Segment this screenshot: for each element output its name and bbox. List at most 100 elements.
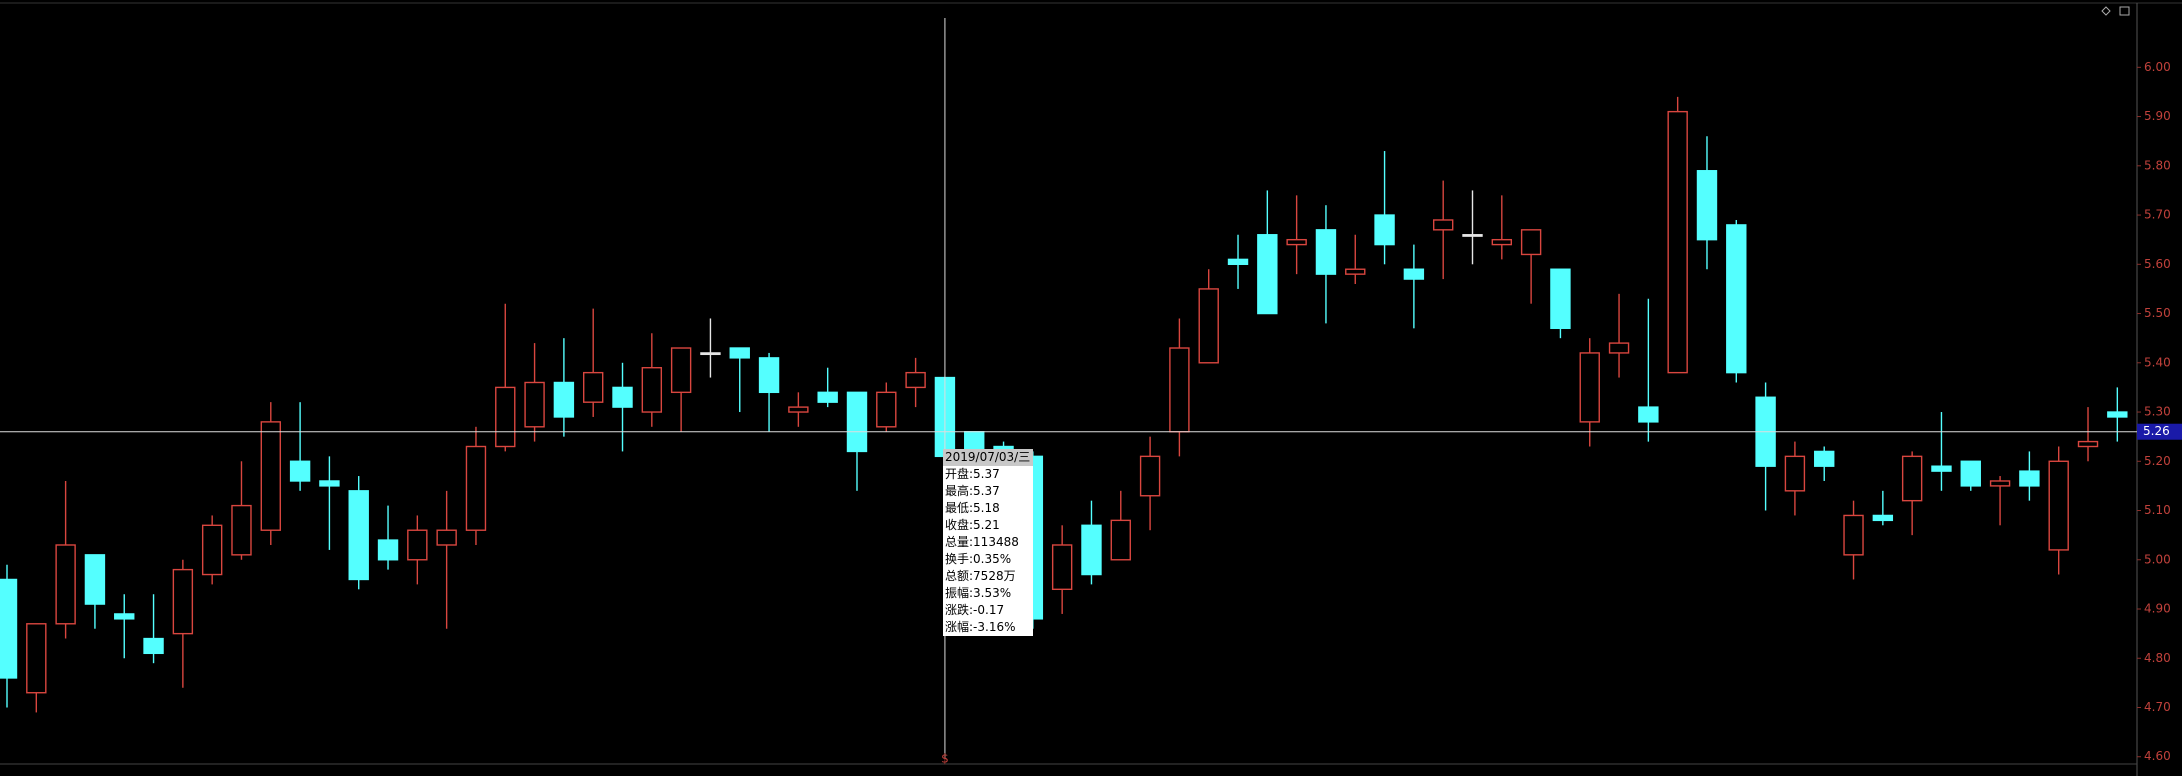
- candle-body: [758, 357, 780, 394]
- y-tick-label: 6.00: [2144, 60, 2171, 74]
- candle-body: [524, 381, 545, 428]
- candle-body: [1462, 234, 1483, 237]
- candle-body: [172, 568, 194, 635]
- tooltip-row: 涨跌:-0.17: [945, 603, 1005, 617]
- candle-body: [319, 480, 340, 487]
- candle-body: [1432, 219, 1454, 231]
- candle-body: [1814, 450, 1835, 467]
- candle-body: [1667, 110, 1688, 374]
- candle-body: [436, 529, 457, 546]
- crosshair-marker: $: [941, 752, 949, 766]
- candle-body: [1989, 480, 2011, 487]
- candle-body: [1286, 238, 1307, 246]
- candle-body: [26, 623, 47, 694]
- crosshair-label: 5.26: [2143, 424, 2170, 438]
- y-tick-label: 4.90: [2144, 602, 2171, 616]
- candle-body: [1608, 342, 1630, 354]
- candle-body: [348, 490, 369, 581]
- candle-body: [612, 386, 633, 408]
- candle-body: [407, 529, 428, 561]
- candle-body: [846, 391, 868, 453]
- candle-body: [1579, 352, 1600, 423]
- candle-body: [231, 504, 252, 556]
- candle-body: [201, 524, 223, 576]
- candle-body: [465, 445, 487, 531]
- candle-body: [1520, 229, 1542, 256]
- candle-body: [1931, 465, 1952, 472]
- y-tick-label: 5.30: [2144, 405, 2171, 419]
- candle-body: [1110, 519, 1131, 561]
- y-tick-label: 5.20: [2144, 454, 2171, 468]
- candle-body: [583, 371, 604, 403]
- candle-body: [289, 460, 311, 482]
- y-tick-label: 5.50: [2144, 306, 2171, 320]
- candle-body: [700, 352, 721, 356]
- candle-body: [817, 391, 838, 403]
- tooltip-row: 涨幅:-3.16%: [945, 620, 1016, 634]
- candle-body: [377, 539, 399, 561]
- candle-body: [1901, 455, 1923, 502]
- candle-body: [1374, 214, 1395, 246]
- candle-body: [2077, 440, 2099, 448]
- candle-body: [1081, 524, 1102, 576]
- candle-body: [1872, 514, 1894, 522]
- y-tick-label: 5.70: [2144, 208, 2171, 222]
- candle-body: [1257, 234, 1278, 315]
- y-tick-label: 4.70: [2144, 700, 2171, 714]
- candle-body: [876, 391, 897, 428]
- candle-body: [1491, 238, 1513, 246]
- candle-body: [553, 381, 575, 418]
- candle-body: [55, 544, 76, 625]
- candle-body: [143, 637, 164, 655]
- diamond-icon[interactable]: [2101, 6, 2111, 16]
- candle-body: [2048, 460, 2069, 551]
- crosshair-label-bg: [2137, 423, 2182, 440]
- y-tick-label: 4.60: [2144, 749, 2171, 763]
- candle-body: [1051, 544, 1073, 591]
- candle-body: [1315, 229, 1337, 275]
- tooltip-row: 开盘:5.37: [945, 467, 1000, 481]
- candle-body: [905, 371, 926, 389]
- candle-body: [1638, 406, 1659, 423]
- tooltip-row: 最高:5.37: [945, 484, 1000, 498]
- candle-body: [670, 347, 692, 394]
- tooltip-row: 收盘:5.21: [945, 518, 1000, 532]
- y-tick-label: 5.90: [2144, 109, 2171, 123]
- candle-body: [1696, 170, 1718, 241]
- tooltip-row: 总量:113488: [945, 535, 1019, 549]
- candle-body: [2019, 470, 2040, 487]
- candle-body: [1345, 268, 1366, 275]
- y-tick-label: 5.80: [2144, 158, 2171, 172]
- candle-body: [1227, 258, 1249, 265]
- candle-body: [1139, 455, 1161, 497]
- tooltip-row: 换手:0.35%: [945, 552, 1012, 566]
- tooltip-row: 最低:5.18: [945, 501, 1000, 515]
- candle-body: [1960, 460, 1981, 487]
- tooltip-date: 2019/07/03/三: [943, 449, 1033, 466]
- y-tick-label: 5.10: [2144, 503, 2171, 517]
- candle-body: [788, 406, 809, 413]
- candle-body: [114, 613, 135, 620]
- candle-body: [260, 421, 281, 531]
- candle-body: [1198, 288, 1219, 364]
- candle-body: [1169, 347, 1190, 433]
- candle-body: [641, 367, 663, 413]
- tooltip-row: 总额:7528万: [945, 569, 1016, 583]
- candle-body: [2107, 411, 2128, 418]
- candle-body: [729, 347, 750, 359]
- candle-body: [84, 554, 106, 605]
- y-tick-label: 5.60: [2144, 257, 2171, 271]
- candle-body: [1726, 224, 1747, 374]
- panel-icon[interactable]: [2119, 6, 2130, 16]
- candle-body: [1784, 455, 1806, 492]
- candle-body: [1843, 514, 1864, 556]
- y-tick-label: 4.80: [2144, 651, 2171, 665]
- y-tick-label: 5.40: [2144, 355, 2171, 369]
- tooltip: 2019/07/03/三 开盘:5.37 最高:5.37 最低:5.18 收盘:5.2…: [943, 449, 1033, 636]
- y-tick-label: 5.00: [2144, 552, 2171, 566]
- tooltip-row: 振幅:3.53%: [945, 586, 1012, 600]
- candle-body: [1403, 268, 1425, 280]
- candle-body: [0, 578, 18, 679]
